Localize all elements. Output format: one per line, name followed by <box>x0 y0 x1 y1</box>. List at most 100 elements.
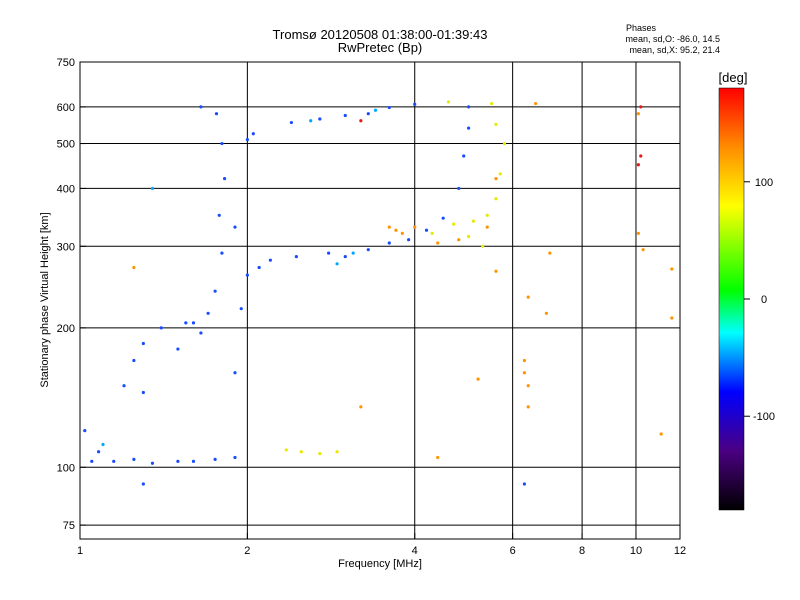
data-point <box>176 347 180 351</box>
data-point <box>141 341 145 346</box>
data-point <box>101 442 105 447</box>
data-point <box>206 311 210 315</box>
data-point <box>150 186 155 191</box>
data-point <box>343 113 347 118</box>
data-point <box>462 154 466 158</box>
data-point <box>214 112 219 116</box>
data-point <box>485 225 489 229</box>
data-point <box>446 100 451 104</box>
data-point <box>150 461 155 465</box>
x-tick-label: 6 <box>510 545 516 557</box>
data-point <box>359 405 363 409</box>
data-point <box>548 251 552 255</box>
data-point <box>96 450 101 454</box>
data-point <box>670 316 674 320</box>
data-point <box>213 289 217 293</box>
chart-title: Tromsø 20120508 01:38:00-01:39:43 <box>273 27 488 42</box>
y-tick-label: 100 <box>57 462 75 474</box>
data-point <box>639 105 643 109</box>
y-tick-label: 200 <box>57 323 75 335</box>
chart-subtitle: RwPretec (Bp) <box>338 40 423 55</box>
data-point <box>83 428 87 433</box>
data-point <box>457 238 461 242</box>
data-point <box>245 273 249 277</box>
data-point <box>436 241 440 245</box>
x-tick-label: 8 <box>579 545 585 557</box>
data-point <box>233 455 237 460</box>
data-point <box>132 358 136 363</box>
data-point <box>220 251 224 255</box>
data-point <box>309 119 313 123</box>
data-point <box>490 101 494 106</box>
x-tick-label: 10 <box>630 545 642 557</box>
data-point <box>257 265 261 270</box>
data-point <box>213 457 217 461</box>
data-point <box>327 251 331 255</box>
data-point <box>413 225 417 229</box>
data-point <box>476 377 480 381</box>
data-point <box>184 321 188 325</box>
data-point <box>132 265 136 270</box>
x-axis-ticks: 1 2 4 6 8 10 12 <box>77 533 686 557</box>
data-point <box>299 450 303 454</box>
data-point <box>534 101 538 106</box>
colorbar <box>718 87 745 511</box>
data-point <box>424 228 429 232</box>
data-point <box>239 307 243 311</box>
data-points <box>83 100 674 486</box>
data-point <box>659 432 663 436</box>
y-tick-label: 500 <box>57 139 75 151</box>
data-point <box>636 163 640 167</box>
colorbar-tick-label: 100 <box>755 177 773 189</box>
legend-entry-o: mean, sd,O: -86.0, 14.5 <box>625 34 720 44</box>
data-point <box>366 112 370 116</box>
data-point <box>132 457 136 461</box>
y-tick-label: 75 <box>63 520 75 532</box>
data-point <box>112 459 116 463</box>
data-point <box>141 390 145 395</box>
data-point <box>494 177 498 181</box>
data-point <box>251 132 255 136</box>
data-point <box>233 371 237 375</box>
data-point <box>343 255 347 259</box>
data-point <box>387 241 391 245</box>
y-tick-label: 750 <box>57 57 75 69</box>
data-point <box>670 267 674 271</box>
data-point <box>441 216 445 220</box>
data-point <box>294 255 298 259</box>
data-point <box>387 105 391 110</box>
data-point <box>467 234 471 239</box>
colorbar-ticks: 100 0 -100 <box>744 177 775 423</box>
data-point <box>498 172 502 176</box>
data-point <box>636 231 640 235</box>
data-point <box>335 450 339 454</box>
data-point <box>394 228 398 232</box>
data-point <box>233 225 237 229</box>
data-point <box>407 238 411 242</box>
data-point <box>502 141 507 146</box>
data-point <box>430 231 434 235</box>
data-point <box>481 244 485 248</box>
data-point <box>366 248 370 252</box>
data-point <box>400 231 404 235</box>
data-point <box>122 384 126 388</box>
y-axis-label: Stationary phase Virtual Height [km] <box>39 212 51 387</box>
data-point <box>159 326 163 330</box>
data-point <box>351 251 355 255</box>
data-point <box>494 122 498 126</box>
data-point <box>217 213 221 217</box>
data-point <box>199 331 203 335</box>
data-point <box>176 459 180 463</box>
colorbar-tick-label: 0 <box>761 294 767 306</box>
data-point <box>220 141 224 146</box>
data-point <box>636 112 640 116</box>
data-point <box>90 459 94 463</box>
x-tick-label: 2 <box>244 545 250 557</box>
data-point <box>452 222 456 226</box>
data-point <box>526 295 530 299</box>
data-point <box>471 219 475 223</box>
data-point <box>526 405 530 409</box>
x-axis-label: Frequency [MHz] <box>338 558 422 570</box>
data-point <box>639 154 643 158</box>
data-point <box>641 248 645 252</box>
